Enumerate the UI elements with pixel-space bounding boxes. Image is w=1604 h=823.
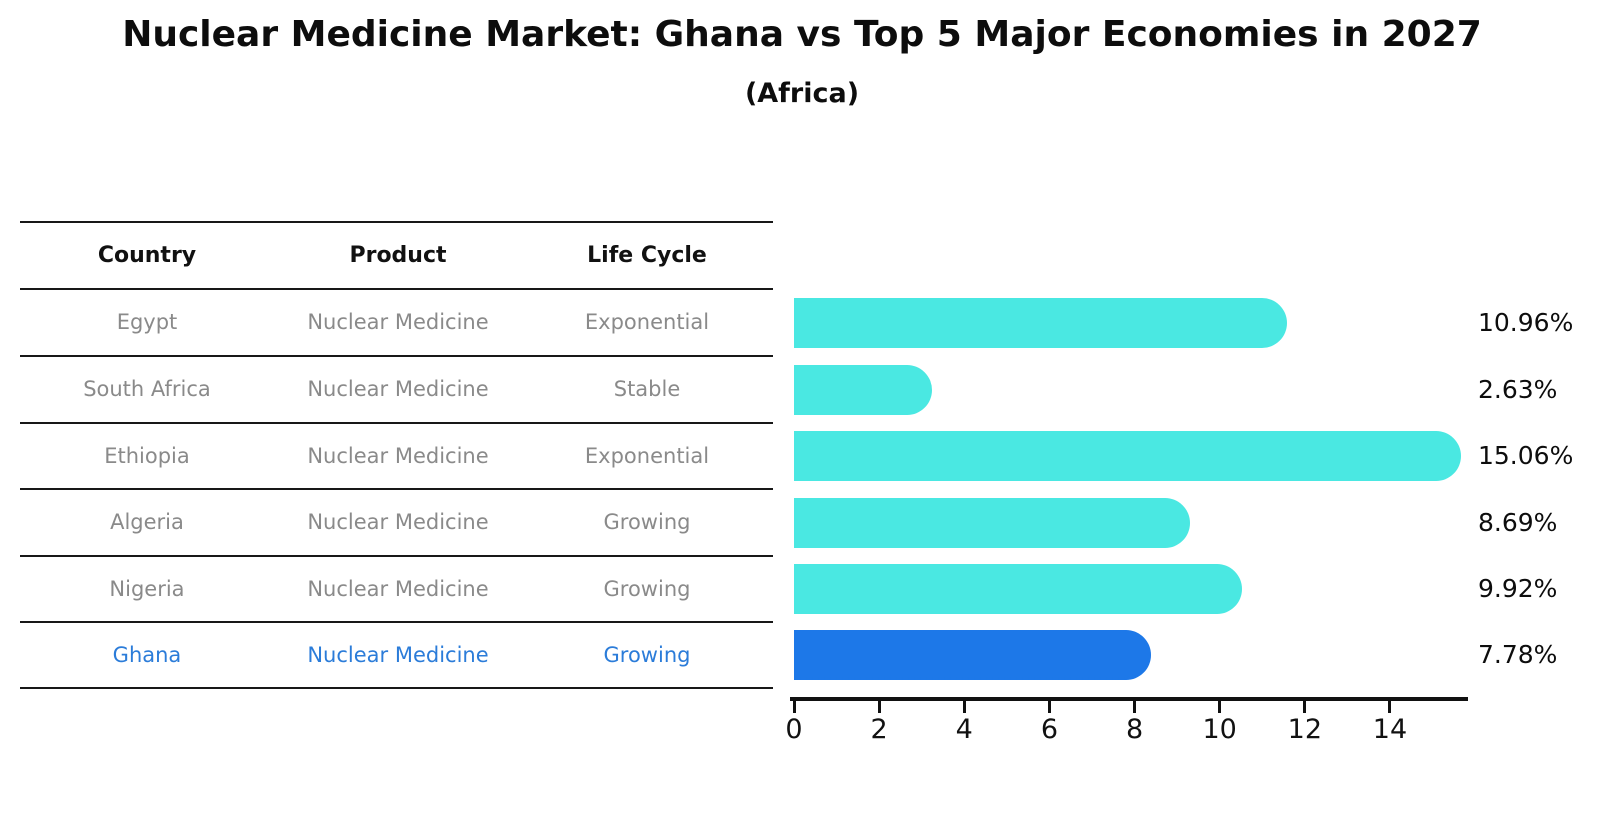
x-axis-tick-label: 2: [870, 714, 888, 745]
value-label-ghana: 7.78%: [1478, 640, 1558, 669]
table-header-country: Country: [97, 243, 197, 268]
bar-ghana: [794, 630, 1151, 680]
table-cell-ethiopia-product: Nuclear Medicine: [307, 444, 489, 468]
chart-title: Nuclear Medicine Market: Ghana vs Top 5 …: [122, 14, 1482, 55]
x-axis-tick-label: 14: [1372, 714, 1408, 745]
table-cell-egypt-country: Egypt: [116, 310, 178, 334]
bar-ethiopia: [794, 431, 1461, 481]
table-header-product: Product: [349, 243, 447, 268]
table-cell-nigeria-product: Nuclear Medicine: [307, 577, 489, 601]
table-cell-algeria-country: Algeria: [110, 510, 184, 534]
value-label-ethiopia: 15.06%: [1478, 441, 1574, 470]
x-axis-tick: [792, 701, 796, 713]
table-cell-egypt-life_cycle: Exponential: [584, 310, 710, 334]
value-label-nigeria: 9.92%: [1478, 574, 1558, 603]
x-axis-tick-label: 12: [1287, 714, 1322, 745]
table-cell-ghana-country: Ghana: [112, 643, 182, 667]
bar-nigeria: [794, 564, 1242, 614]
x-axis-tick: [1388, 701, 1392, 713]
x-axis-tick: [1133, 701, 1137, 713]
table-rule: [20, 555, 773, 557]
x-axis-tick: [1047, 701, 1051, 713]
bar-south-africa: [794, 364, 932, 415]
table-cell-algeria-product: Nuclear Medicine: [307, 510, 489, 534]
table-rule: [20, 422, 773, 424]
table-cell-algeria-life_cycle: Growing: [603, 510, 691, 534]
x-axis-tick: [962, 701, 966, 713]
x-axis-tick: [1303, 701, 1307, 713]
x-axis-tick-label: 0: [785, 714, 803, 745]
table-cell-ghana-life_cycle: Growing: [603, 643, 691, 667]
table-rule: [20, 687, 773, 689]
x-axis-tick-label: 4: [955, 714, 973, 745]
table-rule: [20, 221, 773, 223]
bar-algeria: [794, 497, 1190, 548]
table-cell-ethiopia-country: Ethiopia: [104, 444, 190, 468]
table-rule: [20, 621, 773, 623]
table-cell-south-africa-life_cycle: Stable: [613, 377, 681, 401]
table-rule: [20, 288, 773, 290]
value-label-south-africa: 2.63%: [1478, 375, 1558, 404]
bar-egypt: [794, 297, 1287, 348]
table-rule: [20, 488, 773, 490]
table-header-life-cycle: Life Cycle: [587, 243, 707, 268]
table-rule: [20, 355, 773, 357]
table-cell-nigeria-life_cycle: Growing: [603, 577, 691, 601]
x-axis-tick-label: 8: [1125, 714, 1144, 745]
table-cell-nigeria-country: Nigeria: [109, 577, 185, 601]
x-axis-tick: [877, 701, 881, 713]
x-axis-tick-label: 6: [1040, 714, 1058, 745]
value-label-algeria: 8.69%: [1478, 508, 1558, 537]
table-cell-ethiopia-life_cycle: Exponential: [584, 444, 710, 468]
x-axis-tick-label: 10: [1202, 714, 1237, 745]
x-axis-line: [790, 697, 1468, 701]
table-cell-ghana-product: Nuclear Medicine: [307, 643, 489, 667]
x-axis-tick: [1218, 701, 1222, 713]
table-cell-south-africa-product: Nuclear Medicine: [307, 377, 489, 401]
value-label-egypt: 10.96%: [1478, 308, 1574, 337]
table-cell-south-africa-country: South Africa: [83, 377, 211, 401]
table-cell-egypt-product: Nuclear Medicine: [307, 310, 489, 334]
chart-subtitle: (Africa): [744, 78, 860, 109]
